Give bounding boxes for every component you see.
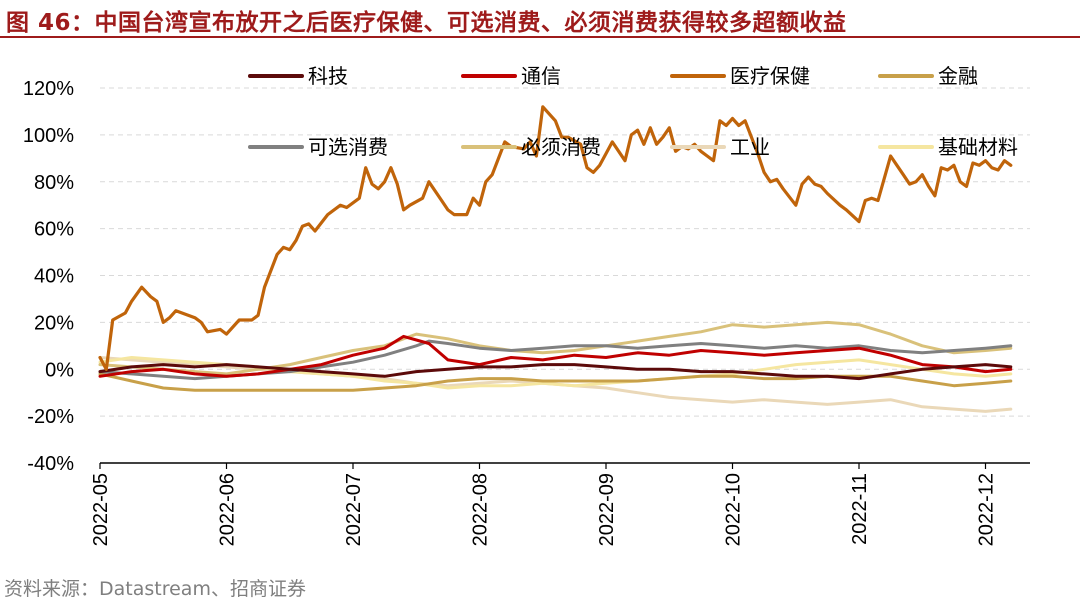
y-tick-label: 20%: [34, 312, 74, 334]
y-tick-label: -40%: [27, 453, 74, 475]
source-note: 资料来源：Datastream、招商证券: [4, 578, 306, 600]
legend-label: 医疗保健: [730, 64, 810, 88]
x-tick-label: 2022-09: [596, 473, 618, 546]
y-tick-label: 40%: [34, 266, 74, 288]
series-line-必须消费: [98, 320, 1013, 376]
axes: [99, 462, 1030, 469]
y-tick-label: 120%: [23, 78, 74, 100]
series-line-科技: [98, 363, 1013, 381]
legend-label: 金融: [938, 64, 978, 88]
x-tick-label: 2022-11: [849, 473, 871, 545]
legend-label: 通信: [521, 64, 561, 88]
series-line-通信: [98, 334, 1013, 378]
y-tick-label: 0%: [45, 359, 74, 381]
legend-label: 必须消费: [521, 135, 601, 159]
y-tick-label: -20%: [27, 406, 74, 428]
y-tick-label: 60%: [34, 219, 74, 241]
x-tick-label: 2022-08: [470, 473, 492, 546]
y-tick-label: 100%: [23, 125, 74, 147]
series-lines: [98, 105, 1013, 413]
x-tick-label: 2022-07: [343, 473, 365, 546]
chart-title: 图 46：中国台湾宣布放开之后医疗保健、可选消费、必须消费获得较多超额收益: [6, 10, 847, 36]
series-line-医疗保健: [98, 105, 1013, 371]
x-tick-label: 2022-05: [90, 473, 112, 546]
legend-label: 科技: [308, 64, 348, 88]
legend-label: 工业: [730, 135, 770, 159]
x-axis-ticks: 2022-05 2022-06 2022-07 2022-08 2022-09 2022-…: [90, 473, 998, 546]
y-tick-label: 80%: [34, 172, 74, 194]
y-axis-ticks: -40% -20% 0% 20% 40% 60% 80% 100% 120%: [23, 78, 74, 475]
legend-label: 基础材料: [938, 135, 1018, 159]
legend-label: 可选消费: [308, 135, 388, 159]
x-tick-label: 2022-10: [723, 473, 745, 546]
title-divider: [0, 36, 1080, 38]
series-line-金融: [98, 372, 1013, 392]
x-tick-label: 2022-12: [976, 473, 998, 546]
x-tick-label: 2022-06: [217, 473, 239, 546]
